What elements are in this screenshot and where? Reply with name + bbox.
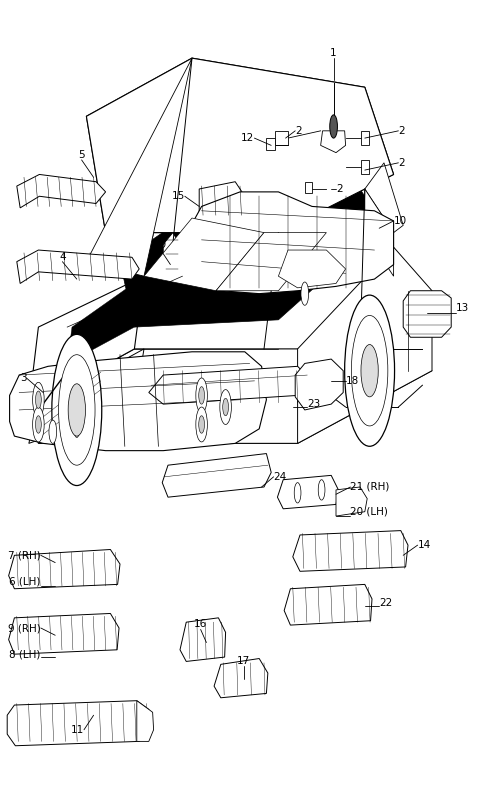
Polygon shape [277, 476, 338, 509]
Polygon shape [144, 218, 264, 290]
Circle shape [361, 345, 378, 397]
Polygon shape [162, 454, 271, 497]
Text: 2: 2 [398, 126, 405, 136]
Polygon shape [17, 174, 106, 208]
Polygon shape [86, 58, 394, 232]
Polygon shape [180, 618, 226, 662]
Polygon shape [361, 131, 369, 145]
Text: 17: 17 [237, 655, 251, 666]
Text: 15: 15 [171, 192, 185, 201]
Polygon shape [403, 290, 451, 338]
Text: 24: 24 [274, 472, 287, 482]
Polygon shape [67, 276, 144, 363]
Polygon shape [149, 367, 312, 404]
Text: 5: 5 [78, 150, 85, 160]
Text: 3: 3 [20, 373, 26, 383]
Polygon shape [29, 349, 144, 444]
Polygon shape [86, 58, 192, 276]
Circle shape [36, 391, 41, 408]
Circle shape [196, 378, 207, 413]
Text: 16: 16 [194, 619, 207, 630]
Polygon shape [284, 584, 372, 625]
Polygon shape [120, 189, 384, 327]
Polygon shape [7, 701, 151, 746]
Polygon shape [9, 550, 120, 589]
Circle shape [318, 480, 325, 500]
Text: 1: 1 [330, 48, 337, 58]
Polygon shape [365, 189, 394, 276]
Circle shape [74, 420, 80, 437]
Polygon shape [336, 487, 367, 516]
Circle shape [33, 382, 44, 417]
Text: 21 (RH): 21 (RH) [350, 482, 390, 492]
Polygon shape [9, 613, 119, 654]
Polygon shape [10, 352, 266, 451]
Polygon shape [163, 232, 180, 279]
Polygon shape [86, 58, 192, 276]
Circle shape [345, 295, 395, 447]
Polygon shape [321, 131, 346, 152]
Text: 22: 22 [379, 598, 393, 608]
Text: 12: 12 [241, 133, 254, 143]
Text: 19: 19 [154, 240, 168, 250]
Circle shape [68, 384, 85, 436]
Polygon shape [293, 531, 408, 571]
Circle shape [59, 355, 95, 466]
Circle shape [351, 316, 388, 426]
Circle shape [36, 416, 41, 433]
Circle shape [199, 416, 204, 433]
Text: 9 (RH): 9 (RH) [8, 623, 41, 633]
Polygon shape [137, 701, 154, 741]
Text: 20 (LH): 20 (LH) [350, 506, 388, 517]
Polygon shape [361, 160, 369, 174]
Circle shape [220, 389, 231, 425]
Circle shape [294, 483, 301, 503]
Circle shape [330, 115, 337, 138]
Polygon shape [182, 192, 394, 294]
Circle shape [74, 396, 80, 413]
Polygon shape [278, 250, 346, 288]
Polygon shape [266, 138, 275, 150]
Circle shape [49, 420, 57, 444]
Polygon shape [365, 162, 403, 232]
Polygon shape [199, 181, 245, 218]
Circle shape [33, 407, 44, 442]
Circle shape [223, 398, 228, 416]
Polygon shape [17, 250, 139, 283]
Polygon shape [216, 232, 326, 290]
Text: 18: 18 [346, 376, 359, 386]
Text: 2: 2 [336, 184, 343, 194]
Polygon shape [275, 131, 288, 145]
Polygon shape [295, 359, 343, 410]
Text: 10: 10 [394, 216, 407, 226]
Text: 2: 2 [295, 126, 302, 136]
Text: 4: 4 [59, 252, 66, 261]
Circle shape [52, 334, 102, 486]
Text: 13: 13 [456, 303, 469, 313]
Polygon shape [298, 247, 432, 444]
Text: 2: 2 [398, 158, 405, 168]
Text: 6 (LH): 6 (LH) [10, 576, 41, 586]
Text: 11: 11 [71, 725, 84, 735]
Polygon shape [86, 58, 394, 232]
Circle shape [71, 387, 83, 422]
Polygon shape [214, 659, 268, 698]
Circle shape [196, 407, 207, 442]
Circle shape [301, 282, 309, 305]
Polygon shape [305, 181, 312, 193]
Circle shape [73, 425, 81, 447]
Circle shape [199, 387, 204, 404]
Text: 8 (LH): 8 (LH) [10, 649, 41, 659]
Text: 14: 14 [418, 540, 431, 550]
Circle shape [71, 411, 83, 447]
Text: 23: 23 [307, 399, 321, 409]
Polygon shape [29, 349, 432, 444]
Text: 7 (RH): 7 (RH) [8, 550, 41, 560]
Polygon shape [29, 276, 144, 407]
